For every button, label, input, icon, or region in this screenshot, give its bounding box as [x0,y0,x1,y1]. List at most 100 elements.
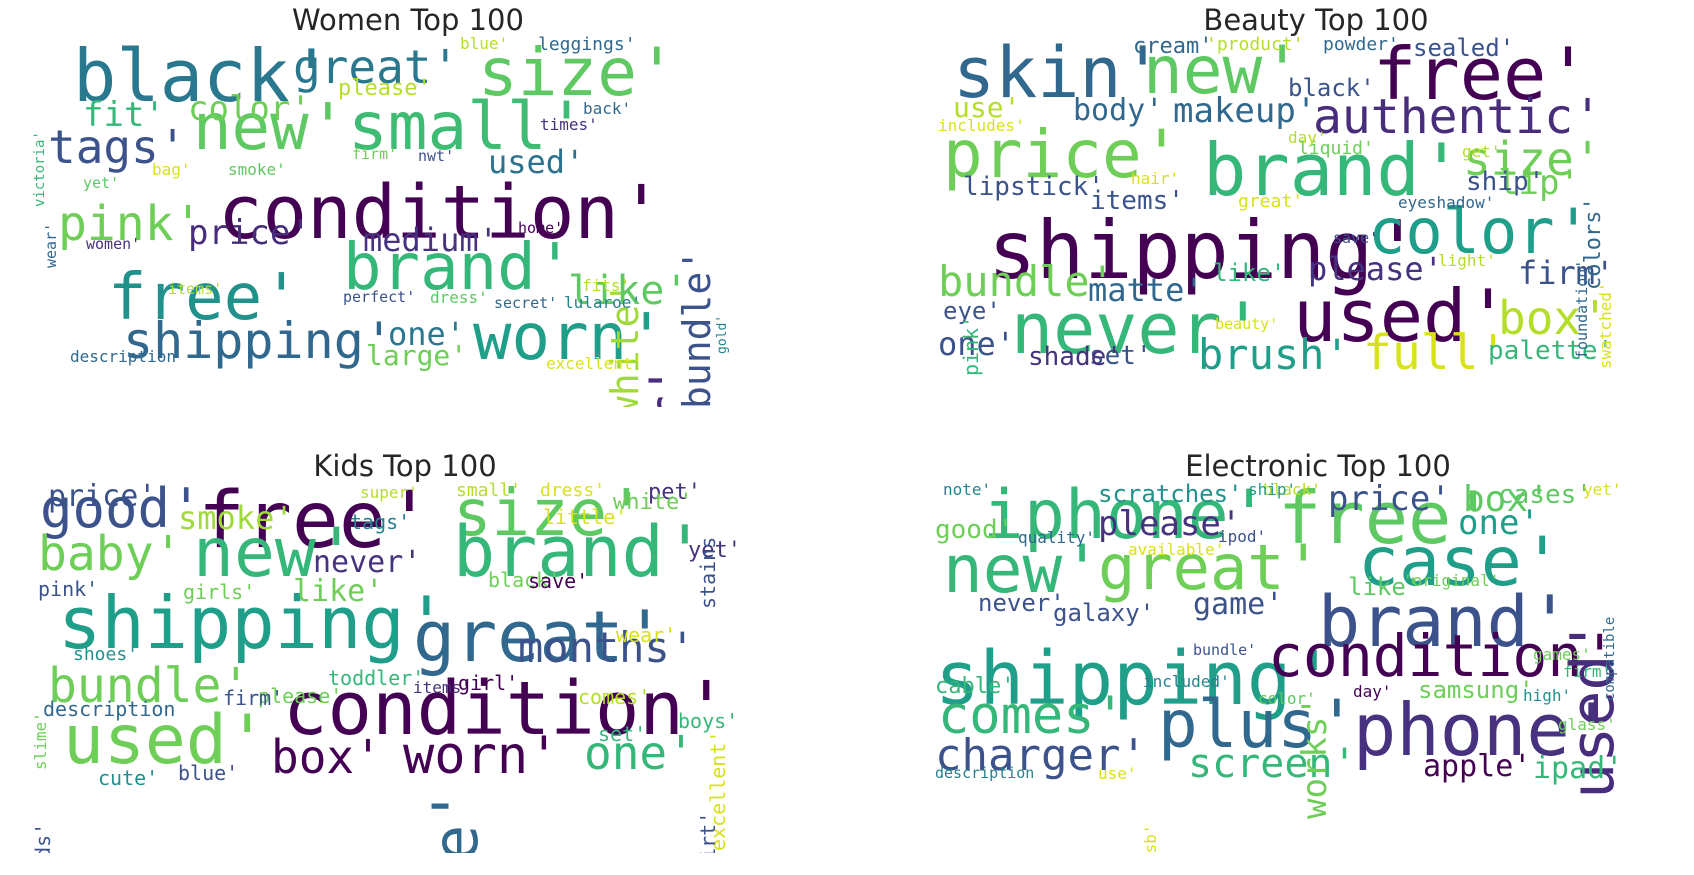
word-cloud-word: box' [271,730,382,784]
word-cloud-word: quality' [1018,528,1096,547]
word-cloud-word: one' [388,315,466,353]
word-cloud-word: please' [1098,504,1242,544]
kids-panel-title: Kids Top 100 [313,449,497,483]
word-cloud-word: please' [338,76,431,101]
word-cloud-word: bundle' [938,257,1116,306]
word-cloud-word: perfect' [343,288,416,306]
women-word-cloud: condition' size' small' black' new' brand' fre… [28,36,790,407]
word-cloud-word: includes' [938,116,1025,135]
word-cloud-word: save' [1333,229,1379,247]
word-cloud-word: worn' [473,301,666,375]
word-cloud-word: shipping' [988,204,1422,297]
word-cloud-word: shipping' [123,312,394,370]
word-cloud-word: great' [1238,191,1304,212]
word-cloud-word: galaxy' [1053,599,1155,627]
word-cloud-word: apple' [1423,749,1532,784]
word-cloud-word: smoke' [178,499,294,537]
word-cloud-word: samsung' [1418,676,1534,704]
word-cloud-word: hair' [1131,169,1180,188]
word-cloud-word: beauty' [1215,315,1279,333]
word-cloud-word: pink' [959,315,983,376]
word-cloud-word: ship' [1466,167,1545,197]
word-cloud-word: firm' [352,145,398,163]
word-cloud-word: items' [413,678,471,697]
word-cloud-word: items' [1090,186,1184,216]
word-cloud-word: pet' [648,482,701,505]
word-cloud-word: description [70,347,176,366]
word-cloud-word: brand' [1318,581,1571,663]
word-cloud-word: girls' [183,580,256,604]
word-cloud-word: large' [366,339,468,372]
word-cloud-word: lularoe' [564,293,642,312]
word-cloud-word: shipping' [58,581,449,665]
word-cloud-word: bundle' [1193,641,1257,659]
word-cloud-word: small' [348,88,587,165]
word-cloud-word: matte' [1088,271,1204,309]
word-cloud-word: tags' [350,510,411,534]
word-cloud-word: scratches' [1098,482,1243,508]
word-cloud-word: yet' [83,174,120,192]
word-cloud-word: available' [1128,540,1225,559]
word-cloud-word: pink' [38,577,99,601]
word-cloud-word: blue' [178,761,239,785]
word-cloud-word: one' [584,726,695,780]
word-cloud-word: girl' [458,671,519,695]
word-cloud-word: free' [1278,482,1495,560]
word-cloud-word: condition' [283,666,729,752]
word-cloud-word: description [935,764,1035,782]
word-cloud-word: like' [1348,573,1421,601]
word-cloud-word: baby' [38,526,183,582]
word-cloud-word: use' [953,91,1021,124]
word-cloud-word: black' [1263,482,1321,499]
word-cloud-word: never' [313,545,422,580]
word-cloud-word: new' [943,531,1102,608]
word-cloud-word: good' [935,515,1014,545]
word-cloud-word: back' [583,99,632,118]
word-cloud-word: lip' [1498,163,1580,203]
women-panel-title: Women Top 100 [292,3,524,37]
word-cloud-word: set' [1089,341,1152,371]
word-cloud-word: brand' [453,511,706,593]
word-cloud-word: yet' [1583,482,1622,499]
word-cloud-word: home' [419,788,492,853]
word-cloud-word: brand' [343,231,575,305]
word-cloud-word: color' [1368,195,1592,268]
word-cloud-word: phone' [1353,688,1614,772]
word-cloud-word: shipping' [935,636,1336,722]
word-cloud-word: ipod' [1218,527,1267,546]
word-cloud-word: brand' [1203,128,1464,212]
word-cloud-word: never' [978,589,1065,617]
word-cloud-word: black' [73,36,334,118]
word-cloud-word: price' [48,482,157,514]
word-cloud-word: condition' [218,170,664,256]
word-cloud-word: blue' [460,36,509,53]
word-cloud-word: lipstick' [963,172,1104,202]
word-cloud-word: swatched' [1596,282,1615,370]
word-cloud-word: pink' [58,196,203,252]
word-cloud-word: 'product' [1206,36,1304,55]
word-cloud-word: dress' [540,482,606,501]
word-cloud-word: free' [108,261,301,335]
word-cloud-word: note' [943,482,992,499]
word-cloud-word: new' [193,514,357,593]
word-cloud-word: like' [568,268,689,314]
word-cloud-word: months' [518,623,696,672]
word-cloud-word: bag' [152,160,191,179]
word-cloud-word: nwt' [418,147,455,165]
word-cloud-word: compatible [1602,616,1618,701]
word-cloud-word: new' [1143,36,1302,109]
word-cloud-word: cream' [1133,36,1213,59]
word-cloud-word: firm' [1563,662,1612,681]
word-cloud-word: fits' [582,276,631,295]
word-cloud-word: secret' [494,294,558,312]
kids-word-cloud: condition' shipping' great' free' size' brand… [28,482,790,853]
word-cloud-word: eye' [943,297,1001,325]
word-cloud-word: used' [1293,274,1510,358]
word-cloud-word: works' [1295,695,1335,819]
word-cloud-word: set' [598,722,647,746]
word-cloud-word: size' [1463,132,1602,186]
word-cloud-word: boys' [678,709,739,733]
word-cloud-word: day' [1288,128,1327,147]
word-cloud-word: save' [528,569,589,593]
word-cloud-word: size' [453,482,646,551]
